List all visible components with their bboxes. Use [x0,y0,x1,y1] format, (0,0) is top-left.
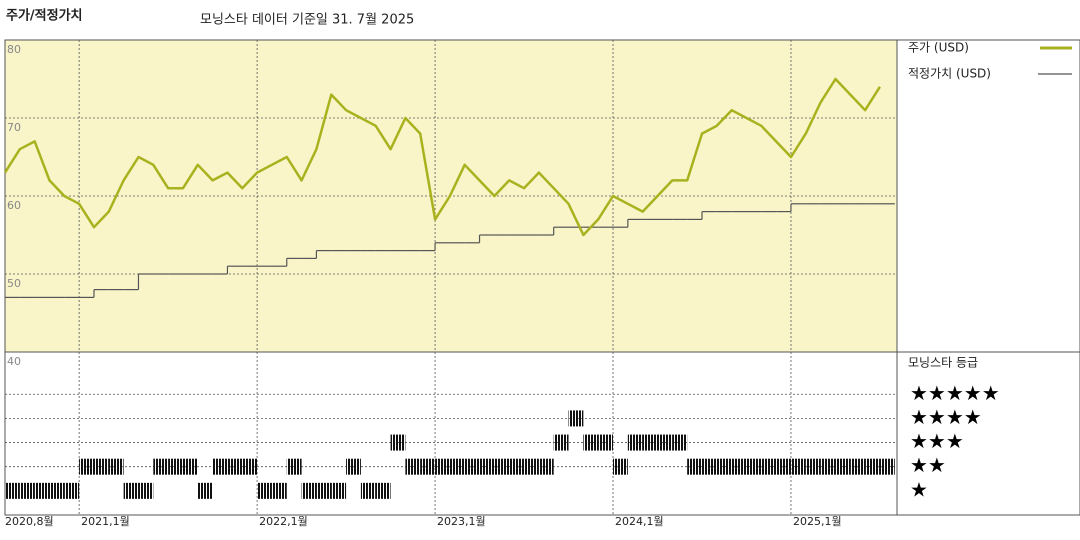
rating-bar [672,434,688,451]
rating-title: 모닝스타 등급 [908,356,978,370]
y-tick-label: 50 [7,277,21,290]
rating-bar [627,434,643,451]
x-tick-label: 2023,1월 [437,515,486,528]
rating-bar [850,458,866,475]
chart-subtitle: 모닝스타 데이터 기준일 31. 7월 2025 [200,13,414,28]
rating-bar [435,458,450,475]
rating-bar [761,458,777,475]
rating-bar [346,458,361,475]
rating-bar [731,458,747,475]
rating-bar [494,458,510,475]
rating-bar [212,458,228,475]
rating-bar [242,458,258,475]
rating-bar [5,482,20,499]
rating-bar [553,434,569,451]
rating-bar [168,458,183,475]
rating-bar [138,482,154,499]
x-tick-label: 2024,1월 [615,515,664,528]
rating-bar [790,458,806,475]
rating-bar [79,458,94,475]
rating-bar [479,458,495,475]
rating-bar [182,458,198,475]
x-tick-label: 2022,1월 [259,515,308,528]
star-label: ★★★★★ [910,381,1000,405]
rating-bar [420,458,436,475]
rating-bar [449,458,465,475]
rating-bar [509,458,525,475]
y-tick-label: 60 [7,199,21,212]
rating-bar [820,458,836,475]
rating-bar [257,482,272,499]
star-label: ★★★★ [910,405,982,429]
rating-bar [49,482,65,499]
rating-bar [93,458,109,475]
rating-bar [197,482,213,499]
y-tick-label: 40 [7,355,21,368]
rating-bar [568,410,584,427]
chart-title: 주가/적정가치 [6,8,83,24]
rating-bar [227,458,243,475]
legend-label: 적정가치 (USD) [908,67,991,81]
rating-bar [524,458,539,475]
rating-bar [776,458,791,475]
x-tick-label: 2020,8월 [5,515,54,528]
rating-bar [360,482,376,499]
rating-bar [613,458,628,475]
rating-bar [64,482,80,499]
rating-bar [286,458,302,475]
rating-bar [657,434,673,451]
rating-bar [835,458,851,475]
rating-bar [390,434,406,451]
rating-bar [464,458,480,475]
rating-bar [716,458,732,475]
rating-bar [331,482,347,499]
star-label: ★★ [910,453,946,477]
rating-bar [301,482,317,499]
rating-bar [642,434,658,451]
rating-bar [316,482,332,499]
price-line [3,77,881,237]
legend-label: 주가 (USD) [908,41,969,55]
rating-bar [375,482,391,499]
rating-bar [598,434,614,451]
rating-bar [701,458,717,475]
rating-bar [538,458,554,475]
rating-bar [583,434,599,451]
rating-bar [405,458,421,475]
rating-bar [865,458,880,475]
rating-bar [879,458,895,475]
rating-bar [108,458,124,475]
rating-bar [805,458,821,475]
frame [4,39,1080,516]
rating-bar [34,482,50,499]
y-tick-label: 70 [7,121,21,134]
x-tick-label: 2021,1월 [81,515,130,528]
x-tick-label: 2025,1월 [793,515,842,528]
rating-bar [746,458,762,475]
rating-bar [153,458,169,475]
rating-bar [123,482,139,499]
y-tick-label: 80 [7,43,21,56]
rating-bar [687,458,702,475]
rating-bar [19,482,35,499]
star-label: ★★★ [910,429,964,453]
star-label: ★ [910,477,928,501]
rating-bar [271,482,287,499]
